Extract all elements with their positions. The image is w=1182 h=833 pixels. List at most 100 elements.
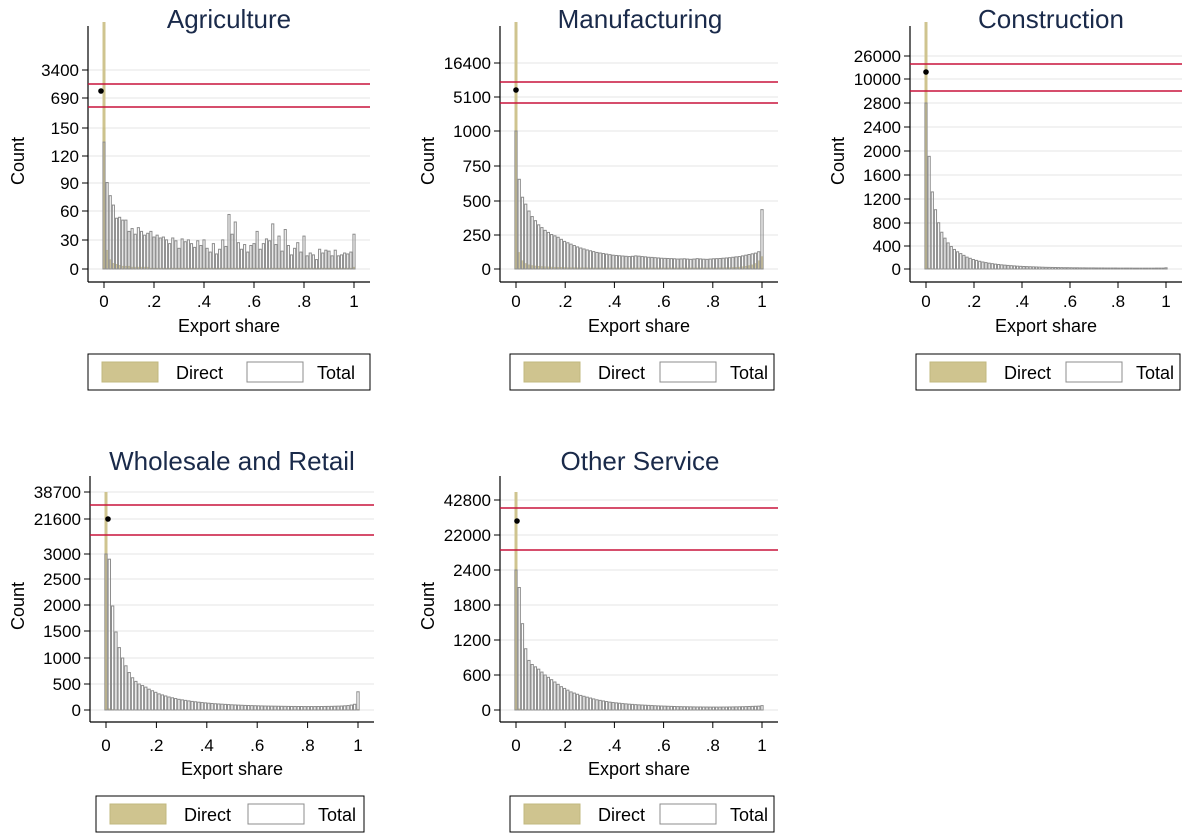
- total-bar: [715, 258, 719, 270]
- total-bar: [527, 210, 531, 270]
- spike-total-marker: [98, 88, 104, 94]
- total-bar: [575, 693, 580, 711]
- y-tick-label: 2400: [453, 561, 491, 580]
- total-bar: [289, 254, 294, 270]
- total-bar: [203, 702, 208, 711]
- total-bar: [630, 703, 635, 711]
- total-bar: [669, 258, 673, 270]
- total-bar: [186, 239, 190, 270]
- chart-panel: Agriculture 0 30 60 90 120 150 690 3400 0 .2 .4 .6 .8…: [8, 4, 371, 391]
- y-tick-label: 750: [463, 157, 491, 176]
- total-bar: [543, 674, 547, 711]
- total-bar: [339, 705, 344, 711]
- total-bar: [614, 702, 618, 711]
- x-tick-label: .2: [967, 292, 981, 311]
- total-bar: [220, 703, 224, 711]
- total-bar: [173, 698, 178, 711]
- total-bar: [174, 240, 178, 270]
- total-bar: [223, 703, 228, 711]
- legend-swatch-direct: [929, 361, 987, 383]
- total-bar: [517, 178, 521, 270]
- total-bar: [1132, 267, 1137, 270]
- total-bar: [150, 690, 155, 711]
- total-bar: [256, 705, 261, 711]
- total-bar: [1063, 267, 1067, 270]
- total-bar: [721, 257, 725, 270]
- total-bar: [614, 254, 618, 270]
- total-bar: [1110, 267, 1114, 270]
- total-bar: [533, 220, 538, 270]
- total-bar: [283, 229, 287, 270]
- total-bar: [731, 256, 735, 270]
- legend-swatch-direct: [109, 803, 167, 825]
- total-bar: [537, 224, 541, 270]
- total-bar: [313, 706, 317, 711]
- total-bar: [114, 217, 119, 270]
- total-bar: [702, 258, 706, 270]
- total-bar: [527, 659, 531, 711]
- spike-total-marker: [923, 69, 929, 75]
- total-bar: [621, 255, 625, 270]
- total-bar: [339, 254, 344, 270]
- total-bar: [549, 679, 554, 711]
- total-bar: [747, 706, 751, 711]
- total-bar: [653, 705, 657, 711]
- y-tick-label: 90: [60, 174, 79, 193]
- total-bar: [937, 222, 941, 270]
- chart-panel: Wholesale and Retail 0 500 1000 1500 2000 2500…: [8, 446, 374, 833]
- x-axis-label: Export share: [181, 759, 283, 779]
- y-axis-label: Count: [8, 137, 28, 185]
- total-bar: [149, 230, 153, 270]
- total-bar: [268, 240, 272, 270]
- total-bar: [592, 251, 596, 270]
- total-bar: [210, 703, 214, 711]
- total-bar: [168, 243, 172, 270]
- y-tick-label: 690: [51, 89, 79, 108]
- total-bar: [647, 704, 651, 711]
- total-bar: [750, 253, 754, 270]
- legend-swatch-total: [659, 803, 717, 825]
- x-axis-label: Export share: [588, 316, 690, 336]
- y-tick-label: 500: [463, 192, 491, 211]
- total-bar: [164, 239, 169, 270]
- total-bar: [624, 255, 628, 270]
- total-bar: [189, 243, 194, 270]
- y-tick-label: 1200: [453, 631, 491, 650]
- total-bar: [1041, 266, 1045, 270]
- total-bar: [588, 250, 593, 270]
- total-bar: [1016, 265, 1020, 270]
- total-bar: [260, 705, 264, 711]
- y-tick-label: 10000: [854, 70, 901, 89]
- total-bar: [940, 231, 944, 270]
- total-bar: [217, 703, 221, 711]
- total-bar: [524, 203, 528, 270]
- total-bar: [546, 676, 550, 711]
- total-bar: [261, 243, 265, 270]
- total-bar: [559, 686, 563, 711]
- x-axis-label: Export share: [178, 316, 280, 336]
- total-bar: [663, 705, 667, 711]
- total-bar: [978, 260, 982, 270]
- x-tick-label: 0: [101, 736, 110, 755]
- total-bar: [152, 236, 156, 270]
- total-bar: [537, 668, 541, 711]
- total-bar: [1057, 267, 1061, 270]
- legend-label-total: Total: [730, 805, 768, 825]
- total-bar: [611, 254, 615, 270]
- total-bar: [695, 258, 699, 270]
- total-bar: [1136, 267, 1140, 270]
- x-tick-label: .6: [657, 292, 671, 311]
- total-bar: [1161, 267, 1165, 270]
- total-bar: [190, 700, 194, 711]
- total-bar: [330, 255, 334, 270]
- total-bar: [1123, 267, 1127, 270]
- legend-swatch-direct: [523, 803, 581, 825]
- total-bar: [114, 631, 118, 711]
- x-tick-label: .4: [1015, 292, 1029, 311]
- total-bar: [592, 698, 596, 711]
- y-tick-label: 500: [53, 675, 81, 694]
- panel-title: Construction: [978, 4, 1124, 34]
- total-bar: [250, 705, 254, 711]
